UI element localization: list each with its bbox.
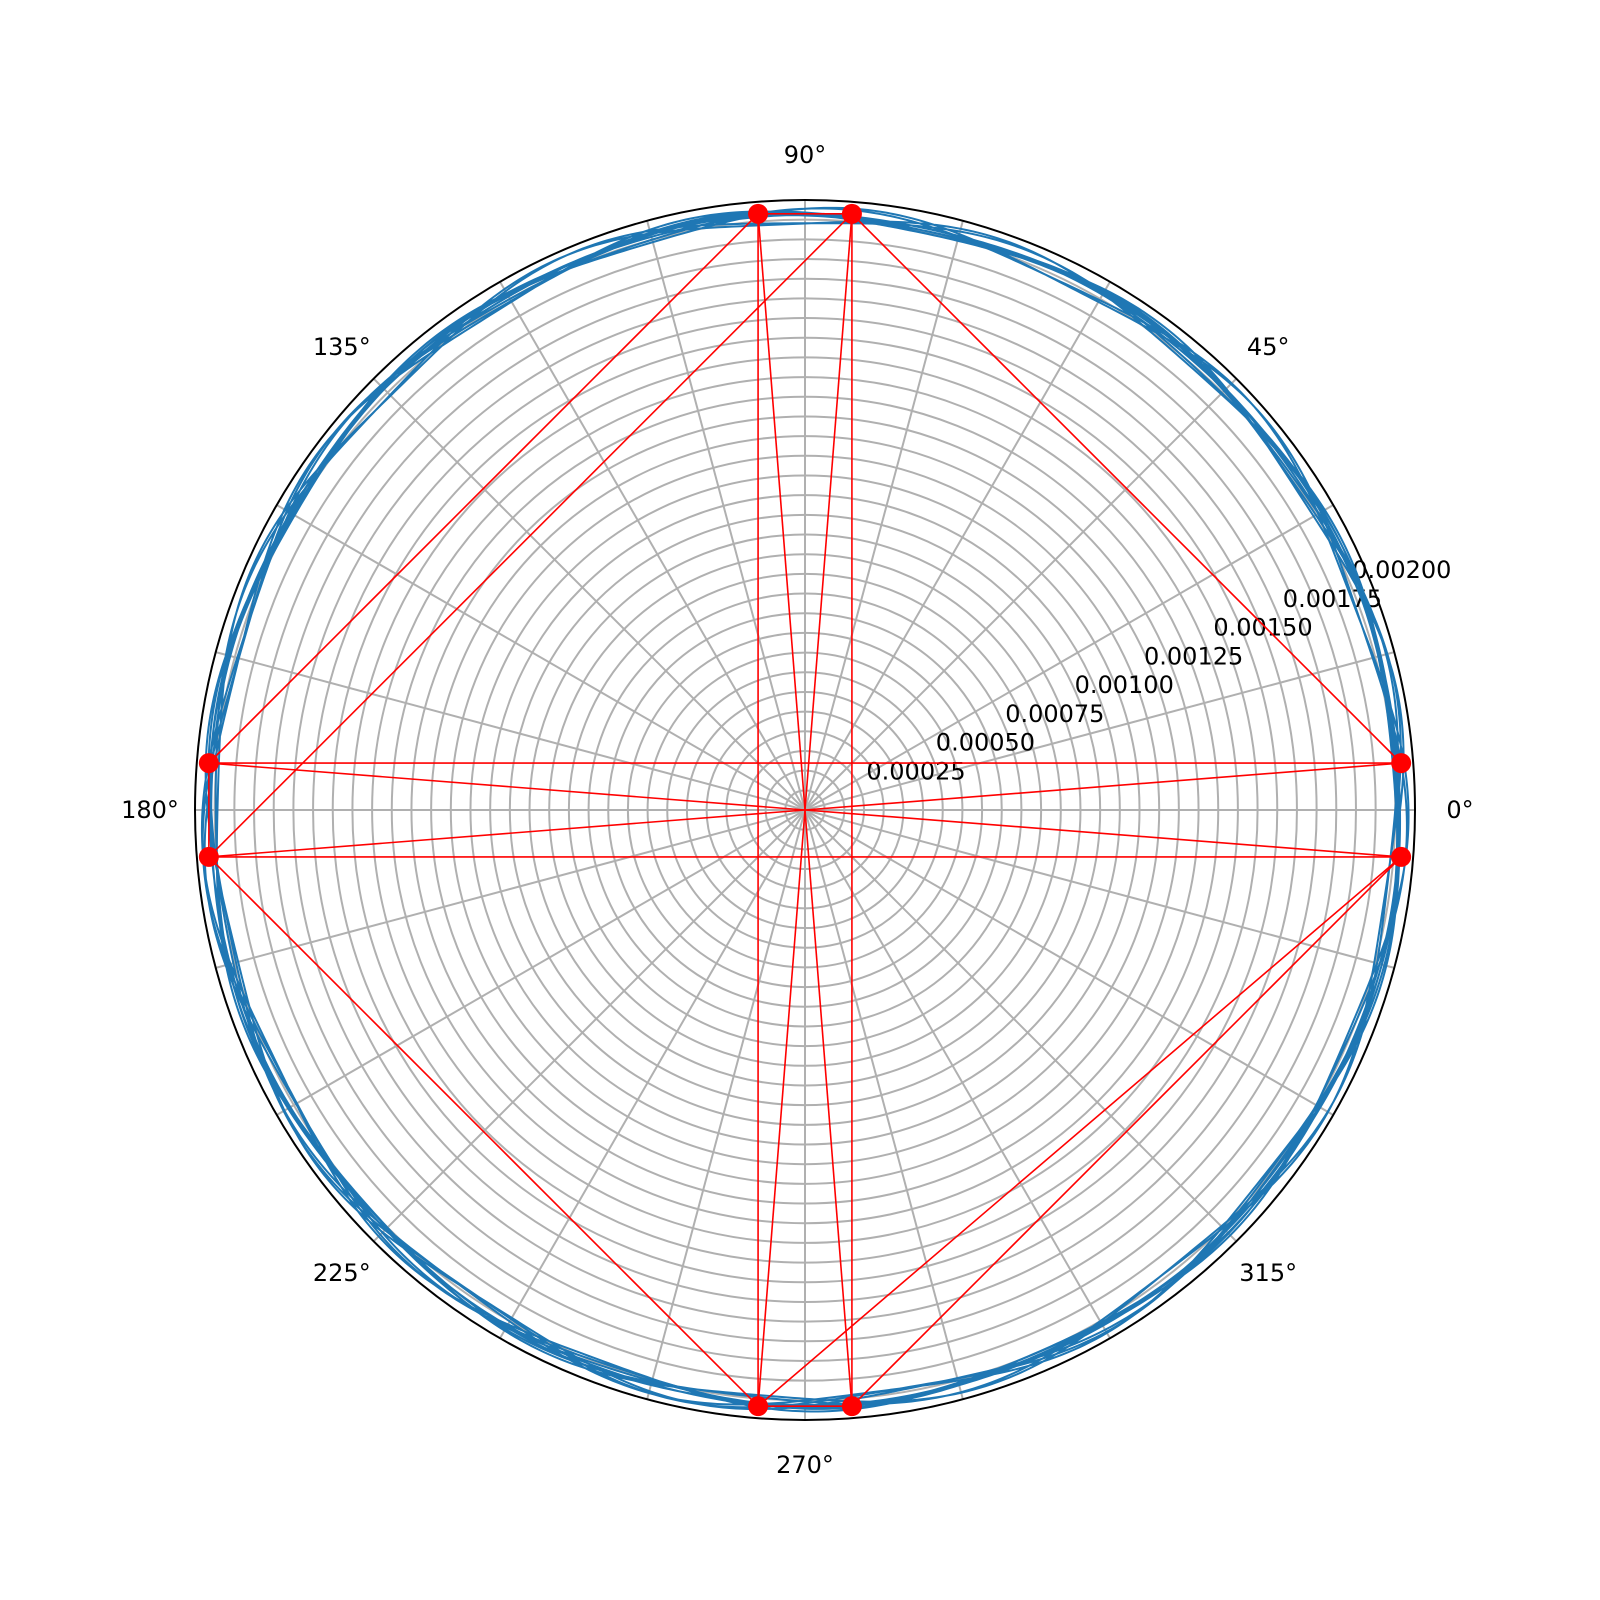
- angle-tick-label: 315°: [1239, 1259, 1297, 1287]
- angular-grid-line: [804, 809, 1395, 969]
- red-marker-point: [748, 1396, 769, 1417]
- red-connection-line: [208, 213, 759, 764]
- red-connection-line: [208, 856, 759, 1407]
- axis-labels: 0°45°90°135°180°225°270°315°0.000250.000…: [121, 141, 1474, 1479]
- radial-tick-label: 0.00125: [1144, 642, 1243, 670]
- radial-tick-label: 0.00025: [866, 757, 965, 785]
- angular-grid-line: [804, 809, 1238, 1243]
- radial-tick-label: 0.00100: [1075, 671, 1174, 699]
- red-marker-point: [748, 203, 769, 224]
- angular-grid-line: [804, 377, 1238, 811]
- red-marker-point: [198, 753, 219, 774]
- angular-grid-line: [215, 809, 806, 969]
- polar-frame: [194, 199, 1416, 1421]
- angle-tick-label: 180°: [121, 796, 179, 824]
- angular-grid-line: [276, 504, 806, 811]
- red-marker-point: [841, 1396, 862, 1417]
- angular-grid-line: [499, 809, 806, 1339]
- angular-grid-line: [804, 809, 964, 1400]
- red-marker-point: [841, 203, 862, 224]
- angular-grid-line: [804, 281, 1111, 811]
- angular-grid-line: [646, 220, 806, 811]
- red-marker-point: [1391, 753, 1412, 774]
- red-connection-line: [851, 856, 1402, 1407]
- angle-tick-label: 270°: [776, 1451, 834, 1479]
- angular-grid-line: [276, 809, 806, 1116]
- angular-grid-line: [804, 651, 1395, 811]
- red-marker-point: [1391, 846, 1412, 867]
- angular-grid-line: [804, 809, 1111, 1339]
- radial-tick-label: 0.00050: [936, 729, 1035, 757]
- angle-tick-label: 225°: [313, 1259, 371, 1287]
- grid-layer: [194, 199, 1416, 1421]
- red-connection-line: [208, 762, 1402, 858]
- red-connection-line: [757, 856, 1402, 1407]
- angular-grid-line: [372, 377, 806, 811]
- red-connection-line: [851, 213, 1402, 764]
- angular-grid-line: [372, 809, 806, 1243]
- angular-grid-line: [804, 809, 1334, 1116]
- radial-tick-label: 0.00200: [1352, 556, 1451, 584]
- series-layer: [198, 203, 1412, 1417]
- radial-tick-label: 0.00075: [1005, 700, 1104, 728]
- angular-grid-line: [646, 809, 806, 1400]
- radial-tick-label: 0.00150: [1213, 614, 1312, 642]
- blue-curve-series: [200, 206, 1410, 1413]
- angular-grid-line: [804, 220, 964, 811]
- angle-tick-label: 135°: [313, 333, 371, 361]
- angle-tick-label: 45°: [1247, 333, 1290, 361]
- angle-tick-label: 90°: [784, 141, 827, 169]
- angle-tick-label: 0°: [1446, 796, 1473, 824]
- red-connection-line: [208, 213, 853, 858]
- angular-grid-line: [215, 651, 806, 811]
- angular-grid-line: [499, 281, 806, 811]
- red-marker-point: [198, 846, 219, 867]
- angular-grid-line: [804, 504, 1334, 811]
